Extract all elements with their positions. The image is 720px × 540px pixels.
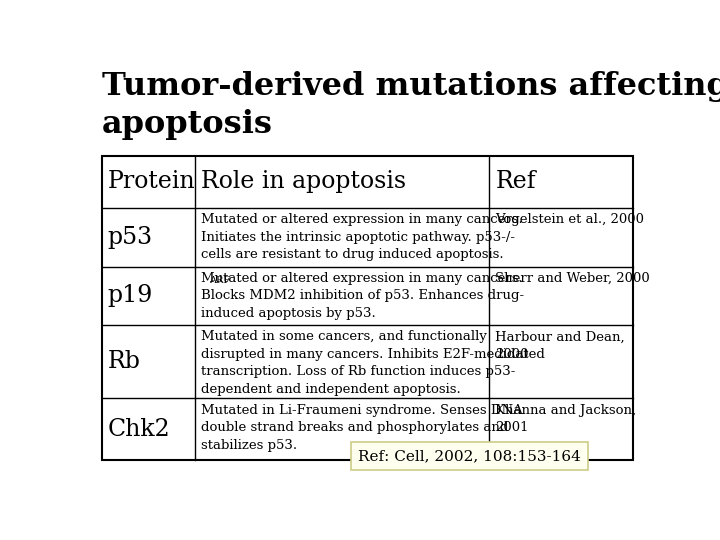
Text: Chk2: Chk2	[108, 417, 171, 441]
Text: Sherr and Weber, 2000: Sherr and Weber, 2000	[495, 272, 650, 285]
Text: p53: p53	[108, 226, 153, 249]
Text: Role in apoptosis: Role in apoptosis	[201, 170, 406, 193]
Text: Protein: Protein	[108, 170, 195, 193]
Text: ARF: ARF	[210, 276, 230, 285]
Text: Vogelstein et al., 2000: Vogelstein et al., 2000	[495, 213, 644, 226]
Text: Mutated or altered expression in many cancers.
Blocks MDM2 inhibition of p53. En: Mutated or altered expression in many ca…	[201, 272, 524, 320]
Text: Khanna and Jackson,
2001: Khanna and Jackson, 2001	[495, 403, 636, 434]
Bar	[102, 156, 632, 460]
Text: Mutated or altered expression in many cancers.
Initiates the intrinsic apoptotic: Mutated or altered expression in many ca…	[201, 213, 523, 261]
Text: Ref: Ref	[495, 170, 536, 193]
Text: Mutated in Li-Fraumeni syndrome. Senses DNA
double strand breaks and phosphoryla: Mutated in Li-Fraumeni syndrome. Senses …	[201, 403, 523, 451]
Text: Tumor-derived mutations affecting: Tumor-derived mutations affecting	[102, 71, 720, 102]
Text: Harbour and Dean,
2000: Harbour and Dean, 2000	[495, 330, 625, 361]
Text: Ref: Cell, 2002, 108:153-164: Ref: Cell, 2002, 108:153-164	[359, 449, 581, 463]
Text: Mutated in some cancers, and functionally
disrupted in many cancers. Inhibits E2: Mutated in some cancers, and functionall…	[201, 330, 544, 396]
Text: p19: p19	[108, 284, 153, 307]
Text: apoptosis: apoptosis	[102, 110, 273, 140]
Text: Rb: Rb	[108, 350, 140, 373]
